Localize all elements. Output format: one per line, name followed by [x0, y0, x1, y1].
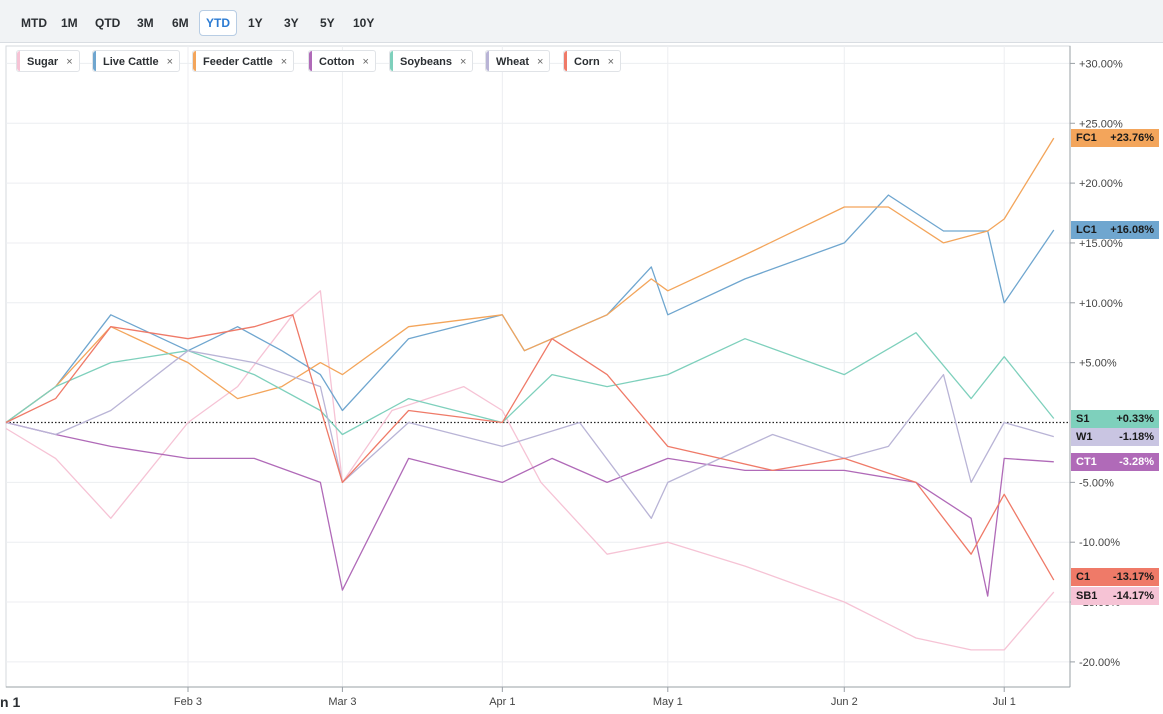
y-tick-label: +25.00%: [1079, 118, 1123, 130]
legend-label: Feeder Cattle: [203, 56, 273, 68]
end-tag-value: -14.17%: [1113, 590, 1154, 602]
close-icon[interactable]: ×: [166, 56, 174, 68]
x-tick-label: Jul 1: [993, 696, 1016, 708]
series-layer: [5, 137, 1055, 651]
legend-chip-soybeans[interactable]: Soybeans ×: [389, 50, 474, 72]
legend-swatch: [309, 51, 312, 71]
close-icon[interactable]: ×: [362, 56, 369, 68]
end-tag-code: W1: [1076, 431, 1093, 443]
range-button-3m[interactable]: 3M: [137, 16, 154, 30]
end-tag-code: SB1: [1076, 590, 1098, 602]
legend-swatch: [93, 51, 96, 71]
series-line-s1: [5, 332, 1055, 436]
x-axis-start-label: n 1: [0, 694, 21, 710]
legend-chip-feeder-cattle[interactable]: Feeder Cattle ×: [192, 50, 295, 72]
end-tag-value: -3.28%: [1119, 456, 1154, 468]
end-tag-code: FC1: [1076, 132, 1097, 144]
y-tick-label: +20.00%: [1079, 178, 1123, 190]
range-button-10y[interactable]: 10Y: [353, 16, 375, 30]
series-line-sb1: [5, 290, 1055, 651]
y-tick-label: +15.00%: [1079, 238, 1123, 250]
end-tag-sb1: SB1 -14.17%: [1071, 587, 1159, 605]
range-button-5y[interactable]: 5Y: [320, 16, 335, 30]
end-tag-value: +16.08%: [1110, 224, 1154, 236]
legend-swatch: [390, 51, 393, 71]
x-tick-label: May 1: [653, 696, 683, 708]
close-icon[interactable]: ×: [280, 56, 288, 68]
close-icon[interactable]: ×: [537, 56, 544, 68]
y-tick-label: +5.00%: [1079, 358, 1117, 370]
series-line-c1: [5, 314, 1055, 581]
legend-chip-cotton[interactable]: Cotton ×: [308, 50, 376, 72]
range-button-qtd[interactable]: QTD: [95, 16, 121, 30]
range-button-1y[interactable]: 1Y: [248, 16, 263, 30]
legend-label: Live Cattle: [103, 56, 159, 68]
range-button-mtd[interactable]: MTD: [21, 16, 47, 30]
end-tag-w1: W1 -1.18%: [1071, 428, 1159, 446]
y-tick-label: +10.00%: [1079, 298, 1123, 310]
end-tag-s1: S1 +0.33%: [1071, 410, 1159, 428]
legend-label: Cotton: [319, 56, 355, 68]
y-tick-label: -20.00%: [1079, 657, 1120, 669]
end-tag-code: CT1: [1076, 456, 1097, 468]
end-tag-code: S1: [1076, 413, 1090, 425]
end-tag-code: C1: [1076, 571, 1091, 583]
legend-label: Soybeans: [400, 56, 452, 68]
close-icon[interactable]: ×: [66, 56, 73, 68]
series-line-w1: [5, 350, 1054, 519]
end-tag-value: -13.17%: [1113, 571, 1154, 583]
x-tick-label: Feb 3: [174, 696, 202, 708]
performance-chart: +30.00% +25.00% +20.00% +15.00% +10.00% +5.00…: [5, 45, 1123, 708]
legend-swatch: [486, 51, 489, 71]
end-tag-value: -1.18%: [1119, 431, 1154, 443]
end-tag-c1: C1 -13.17%: [1071, 568, 1159, 586]
legend-chip-wheat[interactable]: Wheat ×: [485, 50, 551, 72]
legend-chip-live-cattle[interactable]: Live Cattle ×: [92, 50, 181, 72]
legend-label: Corn: [574, 56, 600, 68]
range-button-3y[interactable]: 3Y: [284, 16, 299, 30]
range-button-6m[interactable]: 6M: [172, 16, 189, 30]
date-range-toolbar: MTD 1M QTD 3M 6M YTD 1Y 3Y 5Y 10Y: [0, 0, 1163, 43]
end-tag-lc1: LC1 +16.08%: [1071, 221, 1159, 239]
legend-chip-corn[interactable]: Corn ×: [563, 50, 622, 72]
x-tick-label: Mar 3: [328, 696, 356, 708]
close-icon[interactable]: ×: [459, 56, 467, 68]
y-tick-label: +30.00%: [1079, 58, 1123, 70]
end-tag-value: +0.33%: [1116, 413, 1154, 425]
end-tag-fc1: FC1 +23.76%: [1071, 129, 1159, 147]
end-tag-code: LC1: [1076, 224, 1097, 236]
grid-layer: [5, 45, 1071, 688]
plot-frame: [5, 45, 1071, 688]
legend-label: Sugar: [27, 56, 59, 68]
range-button-1m[interactable]: 1M: [61, 16, 78, 30]
range-button-ytd[interactable]: YTD: [199, 10, 237, 36]
legend-label: Wheat: [496, 56, 529, 68]
series-line-fc1: [5, 137, 1055, 424]
end-tag-ct1: CT1 -3.28%: [1071, 453, 1159, 471]
x-tick-label: Jun 2: [831, 696, 858, 708]
series-line-ct1: [5, 421, 1054, 597]
end-tag-value: +23.76%: [1110, 132, 1154, 144]
y-tick-label: -10.00%: [1079, 537, 1120, 549]
legend-swatch: [17, 51, 20, 71]
x-tick-label: Apr 1: [489, 696, 515, 708]
legend-swatch: [193, 51, 196, 71]
y-tick-label: -5.00%: [1079, 477, 1114, 489]
close-icon[interactable]: ×: [607, 56, 615, 68]
legend-chip-sugar[interactable]: Sugar ×: [16, 50, 80, 72]
legend-swatch: [564, 51, 567, 71]
